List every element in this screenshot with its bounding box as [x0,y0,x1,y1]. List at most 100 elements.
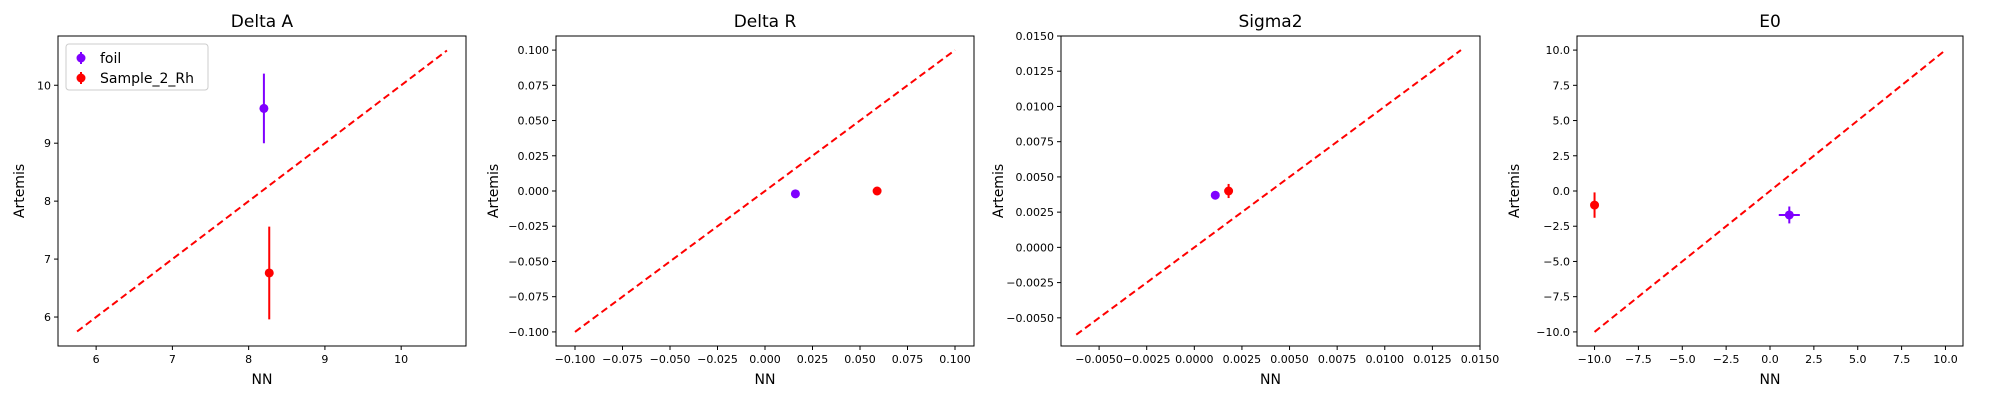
y-tick-label: 0.050 [518,115,550,128]
x-tick-label: 0.100 [939,353,971,366]
x-tick-label: −5.0 [1669,353,1696,366]
diagonal-reference-line [76,49,448,333]
x-tick-label: 10.0 [1933,353,1958,366]
diagonal-reference-line [1593,50,1945,333]
chart-panel-2: Delta R −0.100 −0.075 −0.050 −0.025 0.000 0.02… [486,12,975,388]
data-point-series-2 [1224,186,1234,196]
x-tick-label: 0.0050 [1270,353,1309,366]
legend-entry: Sample_2_Rh [100,71,194,87]
x-axis-label: NN [1260,372,1281,388]
x-tick-label: 5.0 [1849,353,1867,366]
x-tick-label: 9 [321,353,328,366]
legend-marker [76,53,86,63]
x-tick-label: −7.5 [1625,353,1652,366]
x-tick-label: −0.0050 [1075,353,1123,366]
y-tick-label: 8 [44,195,51,208]
y-tick-label: 0.0000 [1016,241,1055,254]
y-tick-label: 0.0050 [1016,171,1055,184]
y-axis-label: Artemis [1507,164,1523,218]
y-tick-label: 7 [44,253,51,266]
chart-title: Delta A [231,12,294,32]
y-tick-label: 0.0150 [1016,30,1055,43]
x-tick-label: 7 [169,353,176,366]
y-tick-label: 0.000 [518,185,550,198]
x-tick-label: 8 [245,353,252,366]
data-point-series-1 [1784,210,1794,220]
y-tick-label: 0.025 [518,150,550,163]
chart-panel-3: Sigma2 −0.0050 −0.0025 0.0000 0.0025 0.0050 0.… [991,12,1499,388]
data-point-series-2 [264,268,274,278]
data-point-series-1 [790,189,800,199]
y-tick-label: 6 [44,311,51,324]
x-tick-label: 6 [93,353,100,366]
legend: foil Sample_2_Rh [65,43,209,91]
x-axis-label: NN [252,372,273,388]
x-tick-label: −0.100 [555,353,596,366]
y-axis-label: Artemis [12,164,28,218]
legend-box [65,43,209,91]
x-tick-label: 0.075 [892,353,924,366]
y-tick-label: −0.050 [508,255,549,268]
legend-entry: foil [100,51,121,67]
axes-frame [57,35,467,347]
y-tick-label: 0.0100 [1016,100,1055,113]
x-tick-label: 0.0025 [1223,353,1262,366]
x-tick-label: 0.050 [844,353,876,366]
y-tick-label: 5.0 [1553,115,1571,128]
data-point-series-1 [259,103,269,113]
y-tick-label: 0.0075 [1016,136,1055,149]
x-tick-label: 0.0100 [1366,353,1405,366]
x-tick-label: −0.025 [697,353,738,366]
y-tick-label: 0.0025 [1016,206,1055,219]
diagonal-reference-line [574,49,956,333]
y-tick-label: 9 [44,137,51,150]
y-tick-label: −0.100 [508,326,549,339]
legend-marker [76,73,86,83]
y-tick-label: 7.5 [1553,79,1571,92]
axes-frame [1576,35,1964,347]
y-tick-label: 0.100 [518,44,550,57]
x-tick-label: 0.0000 [1175,353,1214,366]
chart-title: Sigma2 [1238,12,1302,32]
data-point-series-1 [1210,190,1220,200]
y-tick-label: 0.0125 [1016,65,1055,78]
x-tick-label: 0.0125 [1413,353,1452,366]
x-tick-label: −2.5 [1713,353,1740,366]
x-tick-label: 2.5 [1805,353,1823,366]
axes-frame [1060,35,1481,347]
x-axis-label: NN [1760,372,1781,388]
y-tick-label: 2.5 [1553,150,1571,163]
x-tick-label: 0.025 [797,353,829,366]
y-tick-label: −7.5 [1543,291,1570,304]
y-tick-label: 0.0 [1553,185,1571,198]
chart-title: E0 [1759,12,1781,32]
y-axis-label: Artemis [991,164,1007,218]
chart-panel-1: Delta A 6 7 8 9 10 6 7 8 9 10 NN Artemis foil Sample_2… [12,12,467,388]
data-point-series-2 [1590,200,1600,210]
diagonal-reference-line [1075,49,1462,336]
axes-frame [555,35,975,347]
chart-title: Delta R [734,12,797,32]
chart-panel-4: E0 −10.0 −7.5 −5.0 −2.5 0.0 2.5 5.0 7.5 10.0 −10.0… [1507,12,1964,388]
y-tick-label: 10.0 [1546,44,1571,57]
y-tick-label: −0.0050 [1006,312,1054,325]
x-tick-label: −0.075 [602,353,643,366]
y-tick-label: −0.0025 [1006,277,1054,290]
y-tick-label: 10 [37,79,51,92]
data-point-series-2 [872,186,882,196]
y-tick-label: −5.0 [1543,255,1570,268]
x-tick-label: 0.0150 [1461,353,1500,366]
x-axis-label: NN [755,372,776,388]
y-tick-label: −10.0 [1536,326,1570,339]
x-tick-label: 7.5 [1893,353,1911,366]
x-tick-label: −10.0 [1578,353,1612,366]
y-tick-label: −0.025 [508,220,549,233]
x-tick-label: −0.050 [650,353,691,366]
y-tick-label: 0.075 [518,79,550,92]
x-tick-label: 0.000 [749,353,781,366]
y-tick-label: −0.075 [508,291,549,304]
y-axis-label: Artemis [486,164,502,218]
x-tick-label: 10 [394,353,408,366]
x-tick-label: 0.0075 [1318,353,1357,366]
